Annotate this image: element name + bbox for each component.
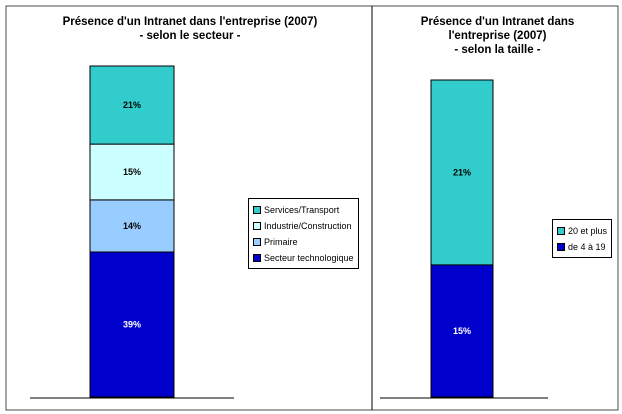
sector-legend-item-primaire: Primaire [253, 234, 354, 250]
size-legend-swatch [557, 243, 565, 251]
size-legend-item-20-et-plus: 20 et plus [557, 223, 607, 239]
sector-bar-segment-secteur-technologique [89, 251, 175, 398]
sector-legend-swatch [253, 238, 261, 246]
sector-legend-item-industrie-construction: Industrie/Construction [253, 218, 354, 234]
chart-area-border [5, 5, 619, 411]
size-bar-segment-de-4-a-19 [430, 264, 494, 398]
sector-data-label-services-transport: 21% [123, 100, 141, 110]
sector-legend-swatch [253, 206, 261, 214]
size-legend-label: de 4 à 19 [568, 242, 606, 252]
size-chart-title: Présence d'un Intranet dans l'entreprise… [420, 16, 575, 56]
sector-data-label-secteur-technologique: 39% [123, 320, 141, 330]
size-bar-segment-20-et-plus [430, 79, 494, 266]
sector-legend-label: Industrie/Construction [264, 221, 352, 231]
size-bar-group: 15% 21% [430, 79, 494, 398]
sector-bar-segment-primaire [89, 199, 175, 253]
sector-bar-segment-services-transport [89, 65, 175, 145]
sector-legend-swatch [253, 222, 261, 230]
size-legend-item-de-4-a-19: de 4 à 19 [557, 239, 607, 255]
size-data-label-20-et-plus: 21% [453, 168, 471, 178]
sector-chart-title: Présence d'un Intranet dans l'entreprise… [62, 16, 318, 42]
sector-bar-group: 39% 14% 15% 21% [89, 65, 175, 398]
size-legend: 20 et plus de 4 à 19 [552, 219, 613, 258]
size-legend-swatch [557, 227, 565, 235]
sector-legend-item-services-transport: Services/Transport [253, 202, 354, 218]
size-data-label-de-4-a-19: 15% [453, 326, 471, 336]
sector-legend-swatch [253, 254, 261, 262]
sector-data-label-industrie-construction: 15% [123, 167, 141, 177]
sector-data-label-primaire: 14% [123, 221, 141, 231]
sector-legend-label: Secteur technologique [264, 253, 354, 263]
sector-legend-label: Primaire [264, 237, 298, 247]
sector-legend: Services/Transport Industrie/Construction… [248, 198, 359, 269]
size-legend-label: 20 et plus [568, 226, 608, 236]
sector-legend-label: Services/Transport [264, 205, 340, 215]
sector-legend-item-secteur-technologique: Secteur technologique [253, 250, 354, 266]
